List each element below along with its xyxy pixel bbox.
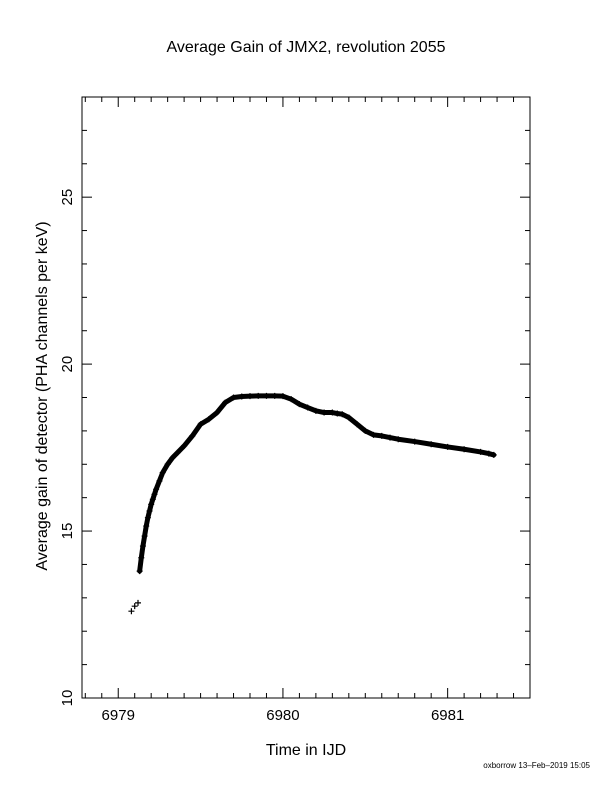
plot-frame bbox=[81, 96, 531, 699]
data-points bbox=[128, 392, 497, 615]
y-tick-label: 15 bbox=[59, 523, 76, 540]
y-tick: 10 bbox=[59, 690, 530, 707]
y-tick: 15 bbox=[59, 523, 530, 540]
data-point-band bbox=[137, 393, 497, 574]
y-tick: 25 bbox=[59, 189, 530, 206]
x-tick: 6980 bbox=[266, 97, 300, 724]
y-tick-label: 25 bbox=[59, 189, 76, 206]
y-axis-label: Average gain of detector (PHA channels p… bbox=[34, 221, 51, 570]
x-tick: 6979 bbox=[102, 97, 135, 724]
x-tick: 6981 bbox=[431, 97, 464, 724]
x-tick-label: 6980 bbox=[266, 707, 299, 724]
x-tick-label: 6981 bbox=[431, 707, 464, 724]
x-axis-label: Time in IJD bbox=[266, 742, 346, 759]
y-tick: 20 bbox=[59, 356, 530, 373]
data-point bbox=[131, 603, 138, 610]
y-tick-label: 20 bbox=[59, 356, 76, 373]
axis-ticks: 6979 6980 6981 10 15 20 25 bbox=[59, 97, 531, 724]
chart-title: Average Gain of JMX2, revolution 2055 bbox=[167, 39, 446, 56]
y-tick-label: 10 bbox=[59, 690, 76, 707]
x-tick-label: 6979 bbox=[102, 707, 135, 724]
footer-timestamp: oxborrow 13–Feb–2019 15:05 bbox=[483, 761, 590, 770]
data-point bbox=[128, 608, 135, 615]
data-point bbox=[135, 599, 141, 606]
